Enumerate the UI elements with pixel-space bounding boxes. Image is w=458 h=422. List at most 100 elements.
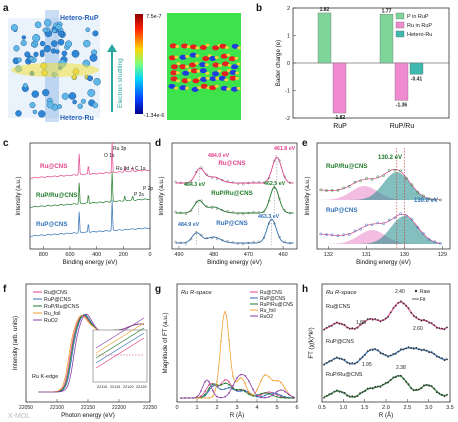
legend-label: Raw <box>420 289 430 295</box>
density-blob <box>174 86 178 90</box>
ft-marker <box>228 386 230 389</box>
series-label: RuP@CNS <box>326 207 357 214</box>
raw-point <box>325 361 328 364</box>
raw-point <box>430 322 433 324</box>
density-blob <box>176 62 181 65</box>
xanes-line <box>38 313 144 393</box>
data-point <box>236 242 240 245</box>
data-point <box>262 181 266 185</box>
series-label: RuP/Ru@CNS <box>36 192 77 199</box>
data-point <box>216 207 219 210</box>
data-point <box>190 180 193 183</box>
data-point <box>184 182 187 185</box>
raw-point <box>382 319 384 321</box>
raw-point <box>412 347 415 350</box>
x-tick-label: 22150 <box>81 405 95 411</box>
inset-tick-label: 22120 <box>123 385 134 389</box>
raw-point <box>418 388 420 391</box>
bar-value-label: 1.82 <box>320 7 330 13</box>
ft-marker <box>264 374 266 376</box>
raw-point <box>423 384 425 387</box>
data-point <box>319 188 323 192</box>
ft-marker <box>280 396 282 399</box>
data-point <box>410 218 414 221</box>
raw-point <box>377 319 379 321</box>
raw-point <box>343 358 346 361</box>
data-point <box>195 170 198 174</box>
data-point <box>336 234 340 238</box>
data-point <box>257 211 260 214</box>
x-tick-label: 6 <box>295 405 298 411</box>
ft-marker <box>288 393 290 396</box>
bar-chart-b: 2 1 0 -1 -2 Bader charge (e) RuP 1.82 -1.82 RuP/R… <box>275 6 449 130</box>
data-point <box>205 173 208 176</box>
raw-point <box>415 316 418 318</box>
data-point <box>231 241 234 244</box>
legend-label: RuO2 <box>44 318 58 324</box>
atom <box>83 39 91 48</box>
atom <box>28 56 34 62</box>
panel-e-letter: e <box>302 138 308 149</box>
raw-point <box>425 384 428 386</box>
data-point <box>387 218 391 222</box>
raw-point <box>379 385 382 388</box>
data-point <box>278 197 281 200</box>
atom <box>57 30 64 37</box>
atom <box>20 40 27 47</box>
bar <box>379 14 394 64</box>
y-tick-label: 2 <box>287 6 290 12</box>
density-blob <box>226 53 231 57</box>
raw-point <box>359 358 361 360</box>
spectrum-line <box>29 200 151 237</box>
data-point <box>439 198 442 202</box>
raw-point <box>387 316 389 318</box>
ft-marker <box>228 381 230 383</box>
ft-marker <box>260 394 262 396</box>
xps-ru3p-d: 490 480 470 460 Binding energy (eV) Intensity… <box>158 146 296 266</box>
density-blob <box>217 64 222 67</box>
raw-point <box>364 390 366 392</box>
raw-point <box>346 394 349 397</box>
atom <box>34 21 42 29</box>
data-point <box>242 183 245 186</box>
data-point <box>393 168 397 172</box>
raw-point <box>371 349 374 351</box>
data-point <box>242 243 245 246</box>
y-axis-label: FT (χ(k)*k²) <box>308 327 315 358</box>
ft-marker <box>212 390 214 392</box>
peak-annotation: 1.95 <box>362 362 372 368</box>
density-blob <box>170 64 178 70</box>
density-blob <box>224 46 229 49</box>
density-blob <box>229 75 237 81</box>
raw-point <box>438 356 441 358</box>
component-area <box>320 186 441 200</box>
atom <box>57 104 62 110</box>
raw-point <box>361 356 364 358</box>
data-point <box>410 183 414 187</box>
ft-line <box>181 374 296 399</box>
atom <box>42 88 50 97</box>
raw-point <box>354 396 356 398</box>
plot-frame-c <box>29 142 151 250</box>
data-point <box>289 212 292 215</box>
data-point <box>365 177 368 180</box>
x-tick-label: 129 <box>438 252 447 258</box>
peak-annotation: 130.2 eV <box>378 155 402 161</box>
raw-point <box>446 326 448 329</box>
raw-point <box>348 327 351 330</box>
raw-point <box>425 349 428 352</box>
y-axis-label: Magnitude of FT (a.u.) <box>162 312 169 373</box>
x-tick-label: 130 <box>400 252 409 258</box>
atom <box>16 57 22 63</box>
data-point <box>195 231 198 234</box>
density-blob <box>187 68 192 72</box>
ft-marker <box>244 390 246 393</box>
atom <box>92 102 99 109</box>
data-point <box>387 169 391 172</box>
category-label: RuP <box>333 123 347 130</box>
density-blob <box>185 86 189 90</box>
data-point <box>359 179 363 183</box>
ft-marker <box>244 382 246 385</box>
density-blob <box>209 85 217 91</box>
inset-line <box>95 337 145 369</box>
